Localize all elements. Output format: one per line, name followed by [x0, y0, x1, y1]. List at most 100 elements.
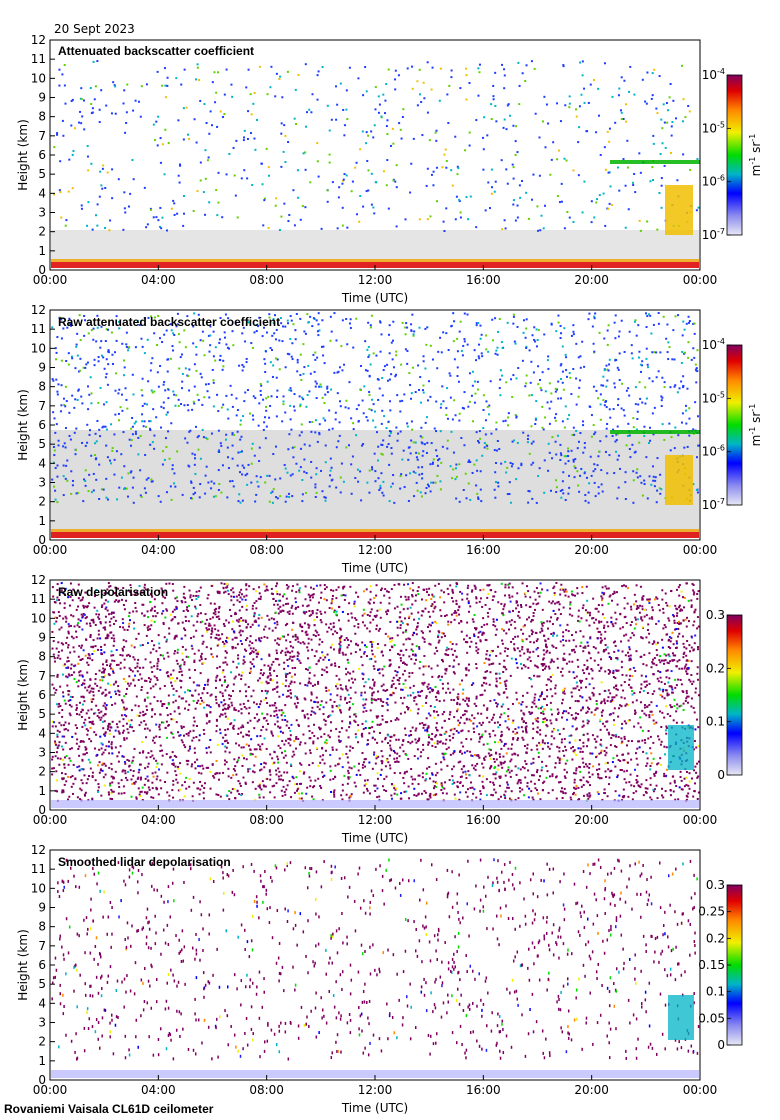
speckle [338, 704, 341, 707]
speckle [652, 135, 654, 137]
speckle [326, 387, 329, 390]
speckle [466, 313, 469, 316]
speckle [537, 720, 540, 723]
speckle [386, 721, 389, 724]
speckle [238, 594, 241, 597]
speckle [317, 74, 319, 76]
speckle [540, 389, 543, 392]
speckle [632, 417, 635, 420]
speckle [282, 756, 285, 759]
speckle [625, 703, 628, 706]
speckle [491, 599, 494, 602]
speckle [131, 433, 134, 436]
speckle [627, 167, 629, 169]
speckle [460, 216, 462, 218]
speckle [82, 696, 85, 699]
speckle [284, 325, 287, 328]
speckle [600, 469, 603, 472]
speckle [64, 773, 67, 776]
speckle [192, 325, 195, 328]
speckle [403, 669, 406, 672]
speckle [146, 708, 149, 711]
speckle [391, 358, 394, 361]
speckle [503, 712, 506, 715]
speckle [388, 324, 391, 327]
speckle [583, 664, 586, 667]
speckle [387, 333, 390, 336]
speckle [94, 458, 97, 461]
speckle [539, 733, 542, 736]
speckle [589, 405, 592, 408]
speckle [176, 648, 179, 651]
speckle [415, 727, 418, 730]
speckle [480, 500, 483, 503]
speckle [344, 406, 347, 409]
speckle [614, 314, 617, 317]
speckle [573, 476, 576, 479]
speckle [477, 498, 480, 501]
speckle [157, 315, 160, 318]
speckle [473, 349, 476, 352]
speckle [79, 798, 82, 801]
speckle [465, 99, 467, 101]
speckle [612, 734, 615, 737]
speckle [424, 723, 427, 726]
speckle [329, 129, 331, 131]
speckle [258, 402, 261, 405]
speckle [556, 745, 559, 748]
speckle [382, 439, 385, 442]
speckle [471, 764, 474, 767]
speckle [276, 681, 279, 684]
speckle [380, 750, 383, 753]
speckle [441, 632, 444, 635]
speckle [104, 425, 107, 428]
speckle [179, 356, 182, 359]
speckle [579, 62, 581, 64]
speckle [317, 334, 320, 337]
speckle [574, 712, 577, 715]
speckle [131, 726, 134, 729]
speckle [162, 407, 165, 410]
speckle [129, 444, 132, 447]
speckle [660, 153, 662, 155]
speckle [586, 732, 589, 735]
speckle [464, 149, 466, 151]
speckle [688, 787, 691, 790]
speckle [570, 449, 573, 452]
speckle [604, 630, 607, 633]
speckle [527, 666, 530, 669]
speckle [366, 131, 368, 133]
speckle [228, 697, 231, 700]
speckle [456, 196, 458, 198]
speckle [535, 345, 538, 348]
speckle [636, 468, 639, 471]
speckle [160, 426, 163, 429]
speckle [130, 427, 133, 430]
speckle [279, 610, 282, 613]
speckle [511, 743, 514, 746]
speckle [220, 111, 222, 113]
speckle [651, 692, 654, 695]
speckle [629, 668, 632, 671]
speckle [333, 700, 336, 703]
speckle [140, 776, 143, 779]
speckle [629, 636, 632, 639]
speckle [58, 763, 61, 766]
speckle [404, 333, 407, 336]
speckle [224, 336, 227, 339]
speckle [590, 84, 592, 86]
speckle [463, 312, 466, 315]
speckle [99, 196, 101, 198]
speckle [499, 378, 502, 381]
speckle [439, 609, 442, 612]
speckle [411, 671, 414, 674]
speckle [79, 357, 82, 360]
speckle [592, 597, 595, 600]
speckle [557, 321, 560, 324]
speckle [233, 433, 236, 436]
speckle [124, 708, 127, 711]
speckle [304, 151, 306, 153]
speckle [197, 434, 200, 437]
speckle [135, 695, 138, 698]
speckle [157, 793, 160, 796]
